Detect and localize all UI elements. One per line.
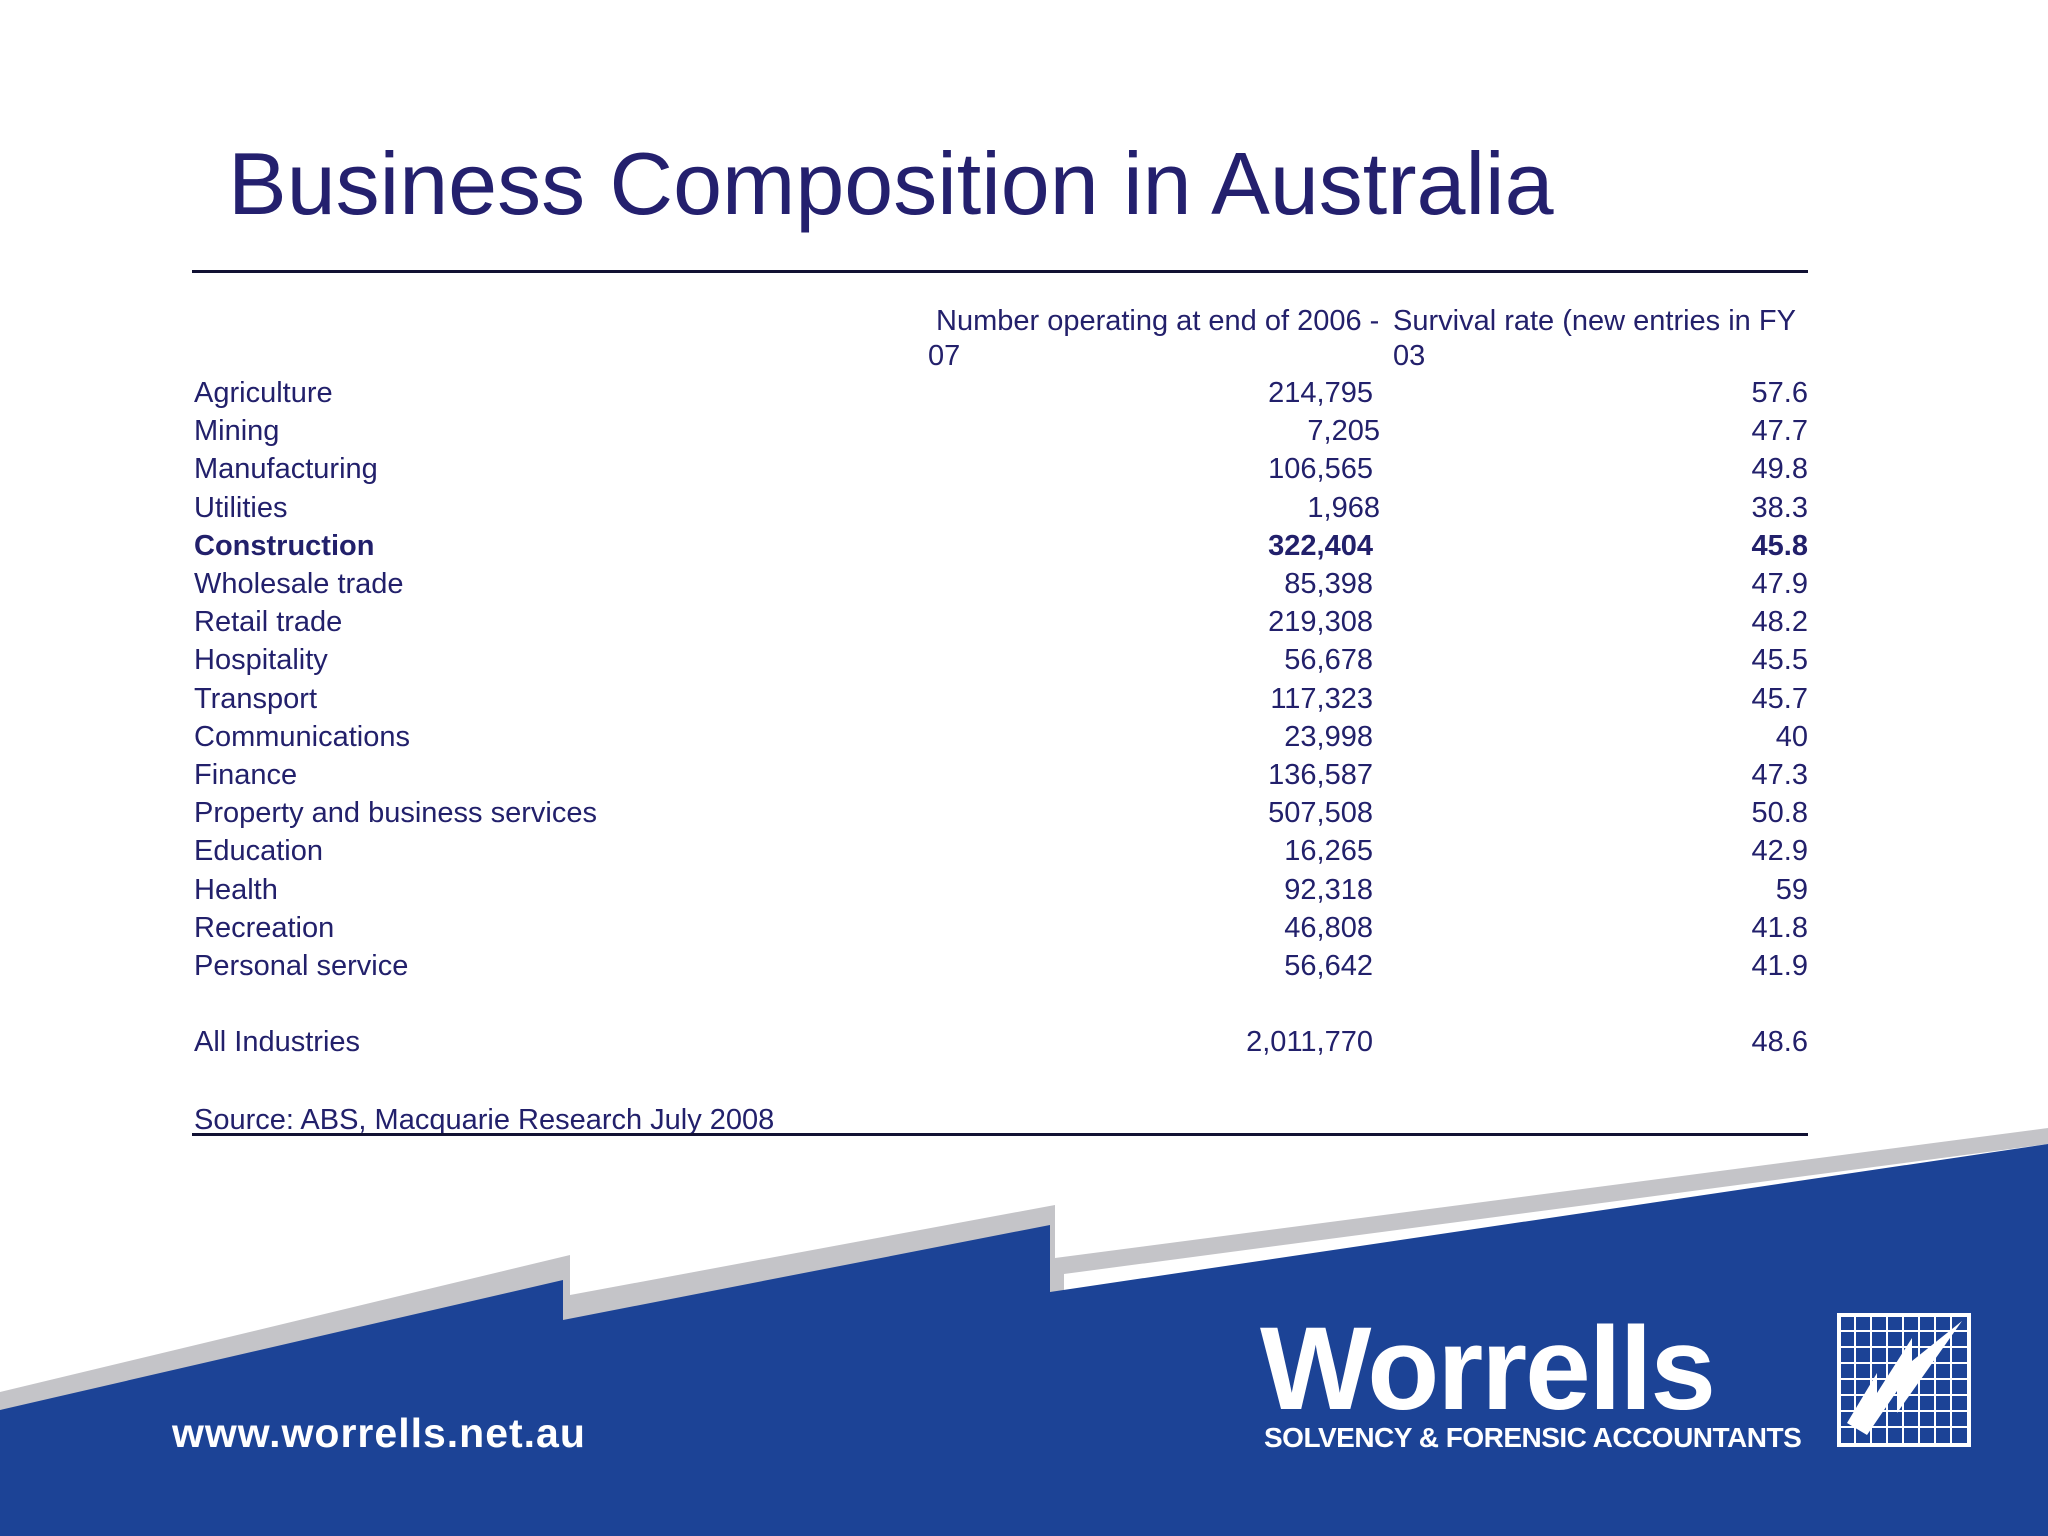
survival-rate: 48.2 — [1751, 606, 1808, 639]
number-operating: 214,795 — [1268, 377, 1373, 409]
survival-rate: 38.3 — [1751, 491, 1808, 524]
table-row: Agriculture 214,795 57.6 — [192, 374, 1808, 412]
website-url: www.worrells.net.au — [172, 1410, 586, 1456]
number-operating: 1,968 — [1307, 491, 1380, 524]
table-row: Personal service 56,642 41.9 — [192, 947, 1808, 985]
header-number-line1: Number operating at end of 2006 - — [936, 305, 1380, 337]
survival-rate: 47.3 — [1751, 759, 1808, 791]
header-number-line2: 07 — [928, 340, 961, 372]
number-operating: 16,265 — [1284, 835, 1373, 868]
header-number-operating: Number operating at end of 2006 - 07 — [928, 304, 1380, 374]
bottom-divider — [192, 1133, 1808, 1136]
table-row: Manufacturing 106,565 49.8 — [192, 450, 1808, 488]
survival-rate: 45.5 — [1751, 644, 1808, 677]
number-operating: 136,587 — [1268, 759, 1373, 791]
industry-name: All Industries — [194, 1026, 361, 1058]
number-operating: 56,642 — [1284, 950, 1373, 982]
survival-rate: 41.9 — [1751, 950, 1808, 982]
banner-grey-edge — [0, 1128, 2048, 1410]
survival-rate: 49.8 — [1751, 453, 1808, 486]
number-operating: 106,565 — [1268, 453, 1373, 486]
table-row: Wholesale trade 85,398 47.9 — [192, 565, 1808, 603]
industry-name: Manufacturing — [194, 453, 378, 486]
table-row: Construction 322,404 45.8 — [192, 527, 1808, 565]
number-operating: 322,404 — [1268, 529, 1373, 562]
table-row: Education 16,265 42.9 — [192, 832, 1808, 870]
table-row: Utilities 1,968 38.3 — [192, 489, 1808, 527]
number-operating: 117,323 — [1270, 682, 1373, 715]
industry-name: Recreation — [194, 911, 335, 944]
number-operating: 85,398 — [1284, 568, 1373, 600]
header-survival-rate: Survival rate (new entries in FY 03 — [1393, 304, 1813, 374]
number-operating: 46,808 — [1284, 911, 1373, 944]
industry-name: Utilities — [194, 491, 288, 524]
survival-rate: 45.7 — [1751, 682, 1808, 715]
header-survival-line2: 03 — [1393, 340, 1426, 372]
table-row: Recreation 46,808 41.8 — [192, 909, 1808, 947]
survival-rate: 42.9 — [1751, 835, 1808, 868]
survival-rate: 47.7 — [1751, 415, 1808, 448]
table-row: Finance 136,587 47.3 — [192, 756, 1808, 794]
industry-name: Communications — [194, 720, 410, 753]
survival-rate: 48.6 — [1751, 1026, 1808, 1058]
number-operating: 2,011,770 — [1246, 1026, 1373, 1058]
table-row: Hospitality 56,678 45.5 — [192, 641, 1808, 679]
survival-rate: 59 — [1775, 873, 1808, 906]
survival-rate: 40 — [1775, 720, 1808, 753]
number-operating: 507,508 — [1268, 797, 1373, 830]
worrells-grid-logo-icon — [1837, 1313, 1971, 1447]
survival-rate: 50.8 — [1751, 797, 1808, 830]
table-row: Health 92,318 59 — [192, 871, 1808, 909]
title-divider — [192, 270, 1808, 273]
number-operating: 23,998 — [1284, 720, 1373, 753]
industry-name: Health — [194, 873, 278, 906]
industry-name: Property and business services — [194, 797, 597, 830]
table-row: Retail trade 219,308 48.2 — [192, 603, 1808, 641]
survival-rate: 57.6 — [1751, 377, 1808, 409]
industry-name: Finance — [194, 759, 298, 791]
table-row: Communications 23,998 40 — [192, 718, 1808, 756]
number-operating: 56,678 — [1284, 644, 1373, 677]
page-title: Business Composition in Australia — [228, 134, 1554, 233]
header-survival-line1: Survival rate (new entries in FY — [1393, 305, 1796, 337]
industry-name: Retail trade — [194, 606, 343, 639]
industry-name: Education — [194, 835, 323, 868]
number-operating: 92,318 — [1284, 873, 1373, 906]
survival-rate: 47.9 — [1751, 568, 1808, 600]
number-operating: 7,205 — [1307, 415, 1380, 448]
survival-rate: 45.8 — [1751, 529, 1808, 562]
table-row: Property and business services 507,508 50.… — [192, 794, 1808, 832]
table-row-total: All Industries 2,011,770 48.6 — [192, 1023, 1808, 1061]
table-row: Transport 117,323 45.7 — [192, 680, 1808, 718]
industry-name: Hospitality — [194, 644, 328, 677]
number-operating: 219,308 — [1268, 606, 1373, 639]
industry-name: Personal service — [194, 950, 409, 982]
industry-name: Mining — [194, 415, 280, 448]
industry-name: Construction — [194, 529, 375, 562]
banner-blue-shape — [0, 1144, 2048, 1536]
brand-tagline: SOLVENCY & FORENSIC ACCOUNTANTS — [1264, 1422, 1802, 1453]
table-row: Mining 7,205 47.7 — [192, 412, 1808, 450]
industry-name: Wholesale trade — [194, 568, 404, 600]
industry-name: Transport — [194, 682, 318, 715]
industry-name: Agriculture — [194, 377, 333, 409]
survival-rate: 41.8 — [1751, 911, 1808, 944]
brand-name: Worrells — [1260, 1303, 1716, 1435]
